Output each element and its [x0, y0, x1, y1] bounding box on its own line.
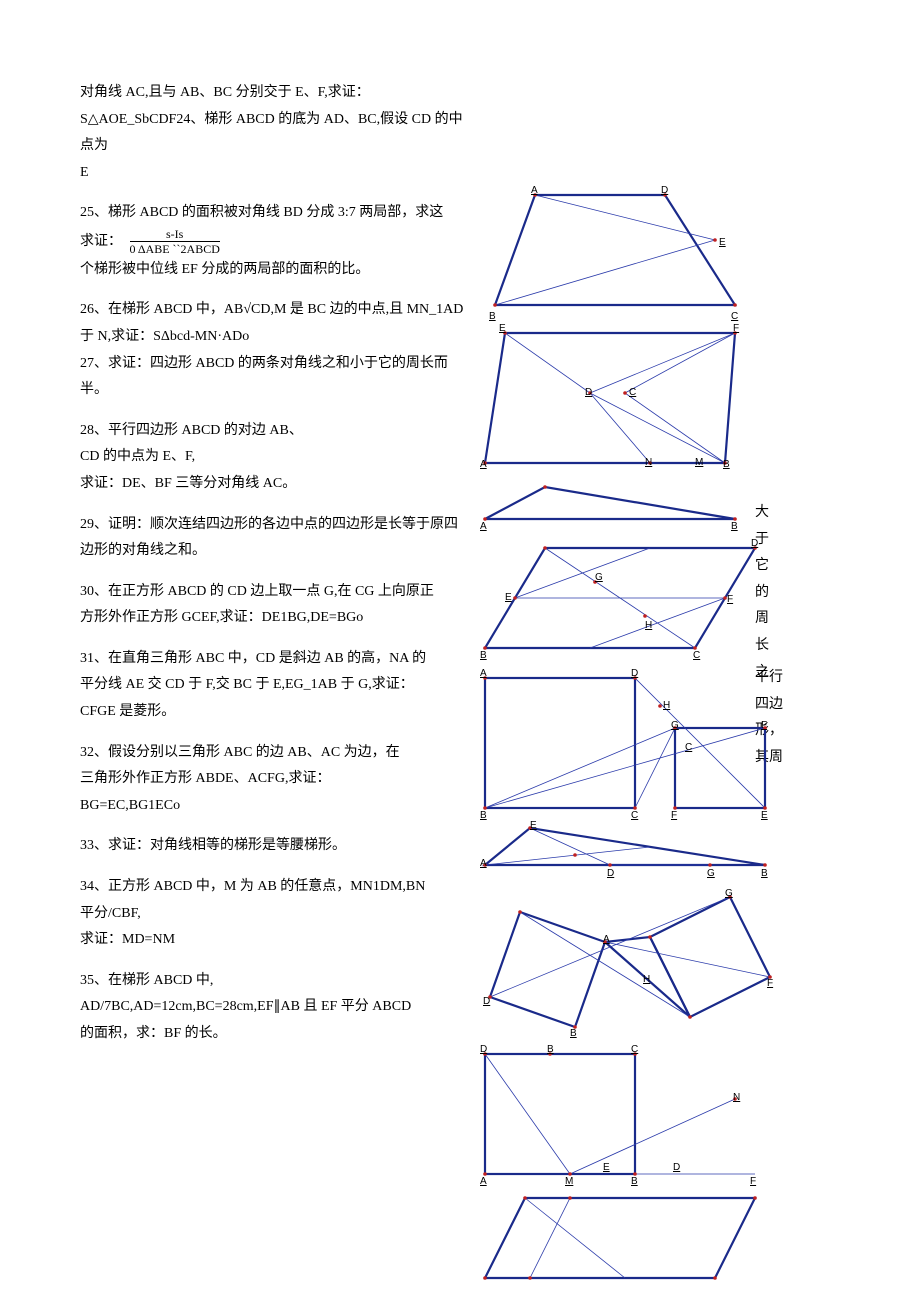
point-label: B	[547, 1040, 554, 1059]
point-label: E	[499, 319, 506, 338]
figure-parallelogram-egfh: D E G F H B C	[475, 538, 775, 658]
text-span: 求证：	[80, 234, 122, 249]
point-label: N	[645, 453, 652, 472]
text-line: 26、在梯形 ABCD 中，AB√CD,M 是 BC 边的中点,且 MN_1AD	[80, 297, 470, 324]
point-label: H	[663, 696, 670, 715]
text-line: 求证：MD=NM	[80, 927, 470, 954]
point-label: D	[483, 992, 490, 1011]
point-label: D	[631, 664, 638, 683]
text-line: 个梯形被中位线 EF 分成的两局部的面积的比。	[80, 257, 470, 284]
text-line: CFGE 是菱形。	[80, 699, 470, 726]
figure-quadrilateral-ab: A B	[475, 479, 775, 534]
figure-square-dbcn: D B C N A M B E D F	[475, 1044, 775, 1184]
point-label: A	[531, 181, 538, 200]
point-label: B	[761, 864, 768, 883]
point-label: C	[693, 646, 700, 665]
point-label: B	[731, 517, 738, 536]
point-label: E	[603, 1158, 610, 1177]
figure-parallelogram-bottom	[475, 1188, 775, 1288]
text-line: 方形外作正方形 GCEF,求证：DE1BG,DE=BGo	[80, 605, 470, 632]
point-label: A	[480, 664, 487, 683]
frac-den: 0 ΔABE ``2ABCD	[130, 241, 220, 256]
point-label: A	[603, 930, 610, 949]
text-line: 31、在直角三角形 ABC 中，CD 是斜边 AB 的高，NA 的	[80, 646, 470, 673]
point-label: G	[671, 716, 679, 735]
text-line: E	[80, 160, 470, 187]
figure-right-triangle: A E D G B	[475, 820, 775, 880]
point-label: D	[751, 534, 758, 553]
point-label: G	[595, 568, 603, 587]
text-line: AD/7BC,AD=12cm,BC=28cm,EF∥AB 且 EF 平分 ABC…	[80, 994, 470, 1021]
text-line: 29、证明：顺次连结四边形的各边中点的四边形是长等于原四	[80, 512, 470, 539]
point-label: D	[607, 864, 614, 883]
text-line: 34、正方形 ABCD 中，M 为 AB 的任意点，MN1DM,BN	[80, 874, 470, 901]
point-label: H	[643, 970, 650, 989]
point-label: F	[761, 716, 767, 735]
text-line: 三角形外作正方形 ABDE、ACFG,求证：	[80, 766, 470, 793]
point-label: F	[733, 319, 739, 338]
point-label: D	[673, 1158, 680, 1177]
point-label: E	[719, 233, 726, 252]
point-label: H	[645, 616, 652, 635]
figure-trapezoid-efdc: E F D C N M A B	[475, 323, 775, 473]
point-label: A	[480, 517, 487, 536]
frac-num: s-Is	[130, 227, 220, 241]
text-line: S△AOE_SbCDF24、梯形 ABCD 的底为 AD、BC,假设 CD 的中…	[80, 107, 470, 160]
fraction: s-Is 0 ΔABE ``2ABCD	[130, 227, 220, 257]
text-line: 半。	[80, 377, 470, 404]
text-line: 于 N,求证：SΔbcd-MN·ADo	[80, 324, 470, 351]
text-line: 求证： s-Is 0 ΔABE ``2ABCD	[80, 227, 470, 257]
point-label: A	[480, 854, 487, 873]
text-line: 求证：DE、BF 三等分对角线 AC。	[80, 471, 470, 498]
figure-trapezoid-abcd-e: A D E B C	[475, 185, 775, 315]
point-label: D	[661, 181, 668, 200]
figure-rotated-squares: A G D H F B	[475, 882, 775, 1042]
point-label: A	[480, 455, 487, 474]
text-line: CD 的中点为 E、F,	[80, 444, 470, 471]
point-label: C	[629, 383, 636, 402]
text-line: 30、在正方形 ABCD 的 CD 边上取一点 G,在 CG 上向原正	[80, 579, 470, 606]
text-line: 对角线 AC,且与 AB、BC 分别交于 E、F,求证：	[80, 80, 470, 107]
text-line: 32、假设分别以三角形 ABC 的边 AB、AC 为边，在	[80, 740, 470, 767]
text-line: 33、求证：对角线相等的梯形是等腰梯形。	[80, 833, 470, 860]
text-line: BG=EC,BG1ECo	[80, 793, 470, 820]
point-label: G	[707, 864, 715, 883]
point-label: E	[530, 816, 537, 835]
text-line: 的面积，求：BF 的长。	[80, 1021, 470, 1048]
point-label: F	[727, 590, 733, 609]
text-line: 27、求证：四边形 ABCD 的两条对角线之和小于它的周长而	[80, 351, 470, 378]
text-line: 28、平行四边形 ABCD 的对边 AB、	[80, 418, 470, 445]
point-label: D	[480, 1040, 487, 1059]
point-label: M	[695, 453, 703, 472]
point-label: C	[685, 738, 692, 757]
point-label: D	[585, 383, 592, 402]
figure-column: A D E B C E F	[475, 185, 775, 1288]
point-label: G	[725, 884, 733, 903]
text-line: 平分/CBF,	[80, 901, 470, 928]
text-line: 25、梯形 ABCD 的面积被对角线 BD 分成 3:7 两局部，求这	[80, 200, 470, 227]
point-label: F	[767, 974, 773, 993]
text-line: 35、在梯形 ABCD 中,	[80, 968, 470, 995]
point-label: B	[480, 646, 487, 665]
text-line: 平分线 AE 交 CD 于 F,交 BC 于 E,EG_1AB 于 G,求证：	[80, 672, 470, 699]
point-label: B	[723, 455, 730, 474]
text-line: 边形的对角线之和。	[80, 538, 470, 565]
point-label: B	[570, 1024, 577, 1043]
point-label: C	[631, 1040, 638, 1059]
point-label: E	[505, 588, 512, 607]
figure-two-squares: A D H G F C B C F E	[475, 668, 775, 818]
point-label: N	[733, 1088, 740, 1107]
